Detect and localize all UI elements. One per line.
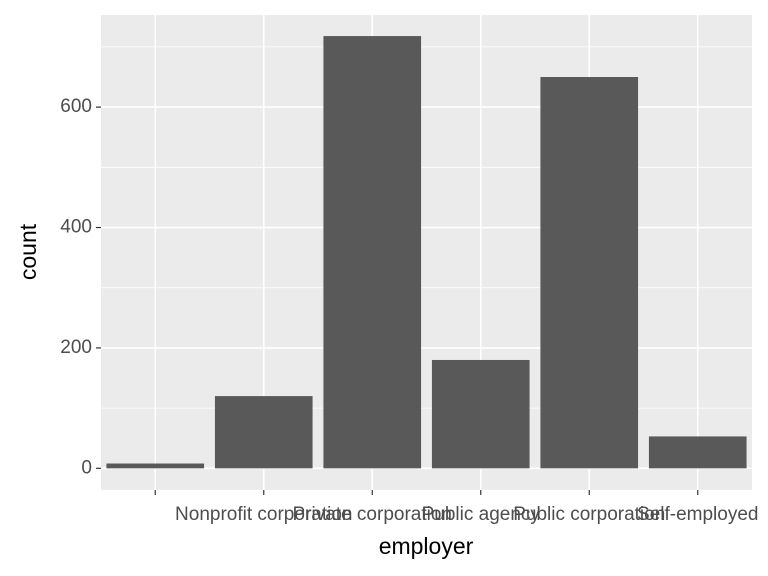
x-tick-label: Private corporation [293,504,452,525]
y-tick-label: 600 [60,96,92,117]
bar [106,463,205,469]
x-tick-label: Public corporation [513,504,665,525]
x-axis-title: employer [379,533,474,559]
bar [214,396,313,469]
y-axis-title: count [15,223,41,280]
x-tick-label: Public agency [422,504,541,525]
x-tick-label: Self-employed [637,504,758,525]
bar [431,359,530,469]
x-tick-label: Nonprofit corporation [175,504,352,525]
y-tick-label: 200 [60,337,92,358]
bar [323,36,422,469]
panel [101,15,752,490]
bar [648,436,747,469]
y-tick-label: 400 [60,217,92,238]
y-tick-label: 0 [81,457,92,478]
bar [540,77,639,469]
